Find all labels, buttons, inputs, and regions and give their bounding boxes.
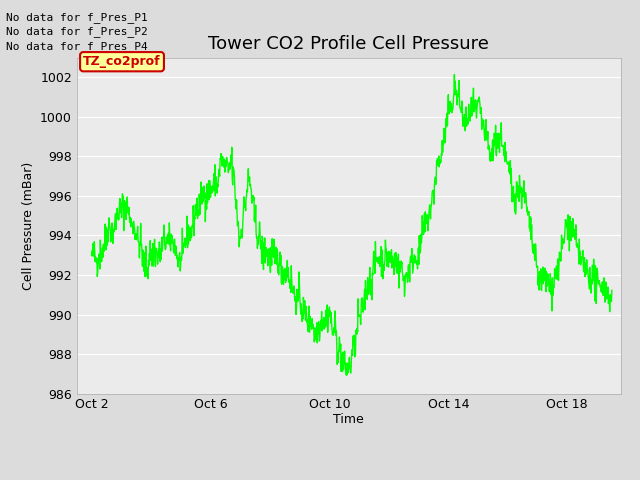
Text: TZ_co2prof: TZ_co2prof — [83, 55, 161, 68]
Text: No data for f_Pres_P4: No data for f_Pres_P4 — [6, 41, 148, 52]
Text: No data for f_Pres_P1: No data for f_Pres_P1 — [6, 12, 148, 23]
Legend: 6.0m: 6.0m — [303, 474, 395, 480]
X-axis label: Time: Time — [333, 413, 364, 426]
Y-axis label: Cell Pressure (mBar): Cell Pressure (mBar) — [22, 161, 35, 290]
Text: No data for f_Pres_P2: No data for f_Pres_P2 — [6, 26, 148, 37]
Title: Tower CO2 Profile Cell Pressure: Tower CO2 Profile Cell Pressure — [209, 35, 489, 53]
